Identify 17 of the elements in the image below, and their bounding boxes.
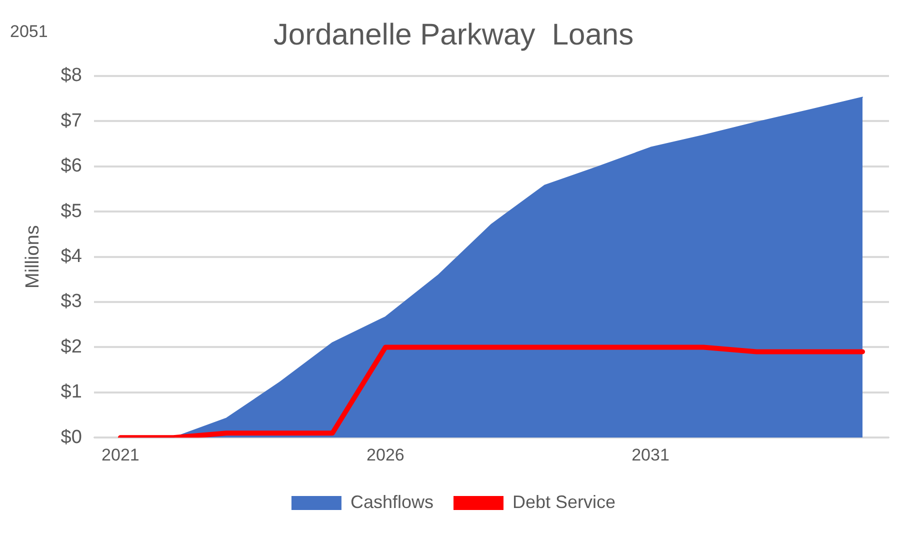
y-tick-label: $5 — [60, 200, 82, 222]
legend-label: Cashflows — [350, 492, 434, 512]
y-tick-label: $3 — [60, 291, 82, 312]
y-tick-label: $2 — [60, 336, 82, 358]
y-tick-label: $0 — [60, 426, 82, 448]
text: 2051 — [10, 22, 48, 42]
x-tick-label: 2031 — [632, 445, 670, 464]
y-tick-label: $1 — [60, 382, 82, 403]
y-tick-label: $4 — [60, 246, 82, 268]
legend-label: Debt Service — [512, 492, 616, 512]
y-axis-title: Millions — [22, 225, 44, 288]
chart-title: Jordanelle Parkway Loans — [273, 18, 634, 52]
x-tick-label: 2026 — [366, 445, 404, 464]
y-tick-label: $7 — [60, 110, 82, 132]
x-tick-label: 2021 — [102, 445, 140, 464]
y-tick-label: $6 — [60, 156, 82, 177]
y-tick-label: $8 — [60, 65, 82, 86]
